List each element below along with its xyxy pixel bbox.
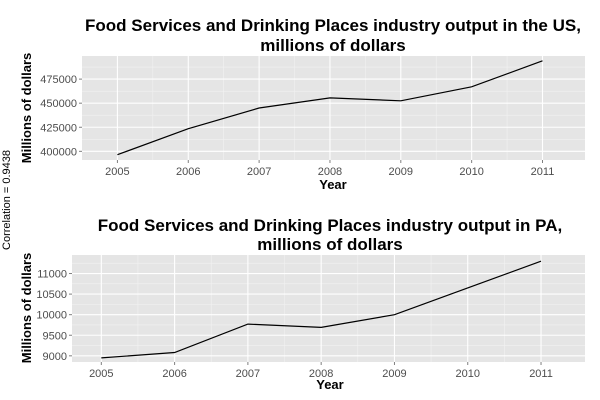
x-tick-label: 2006 [176, 166, 200, 178]
plot-panel [72, 255, 585, 362]
x-tick-label: 2011 [529, 368, 553, 380]
x-tick-label: 2011 [531, 166, 555, 178]
x-axis-label: Year [319, 177, 346, 192]
chart-title-line-1: Food Services and Drinking Places indust… [98, 216, 562, 235]
y-tick-label: 400000 [40, 146, 77, 158]
x-axis-label: Year [316, 377, 343, 392]
y-tick-label: 10500 [36, 289, 67, 301]
chart-title-line-2: millions of dollars [257, 235, 402, 254]
chart-title-line-2: millions of dollars [260, 36, 405, 55]
y-tick-labels: 9000 9500 10000 10500 11000 [36, 269, 72, 363]
x-tick-label: 2007 [247, 166, 271, 178]
x-tick-label: 2008 [318, 166, 342, 178]
x-tick-label: 2010 [459, 166, 483, 178]
us-output-chart: Food Services and Drinking Places indust… [19, 16, 585, 192]
series-line [101, 260, 542, 359]
x-tick-label: 2007 [236, 368, 260, 380]
y-axis-label: Millions of dollars [19, 253, 34, 364]
plot-panel [82, 56, 585, 160]
grid-lines [82, 56, 585, 160]
x-tick-label: 2009 [382, 368, 406, 380]
x-tick-labels: 2005 2006 2007 2008 2009 2010 2011 [105, 160, 554, 178]
grid-lines [72, 255, 585, 362]
y-tick-labels: 400000 425000 450000 475000 [40, 74, 82, 158]
y-tick-label: 425000 [40, 122, 77, 134]
x-tick-labels: 2005 2006 2007 2008 2009 2010 2011 [89, 362, 553, 380]
x-tick-label: 2009 [389, 166, 413, 178]
chart-title-line-1: Food Services and Drinking Places indust… [85, 16, 581, 35]
y-tick-label: 450000 [40, 98, 77, 110]
y-tick-label: 9500 [43, 330, 67, 342]
x-tick-label: 2008 [309, 368, 333, 380]
x-tick-label: 2006 [162, 368, 186, 380]
pa-output-chart: Food Services and Drinking Places indust… [19, 216, 585, 392]
correlation-note: Correlation = 0.9438 [1, 150, 13, 250]
x-tick-label: 2005 [89, 368, 113, 380]
y-tick-label: 10000 [36, 310, 67, 322]
x-tick-label: 2005 [105, 166, 129, 178]
y-tick-label: 9000 [43, 351, 67, 363]
y-tick-label: 475000 [40, 74, 77, 86]
y-axis-label: Millions of dollars [19, 53, 34, 164]
series-line [117, 60, 543, 156]
x-tick-label: 2010 [456, 368, 480, 380]
y-tick-label: 11000 [37, 269, 67, 281]
